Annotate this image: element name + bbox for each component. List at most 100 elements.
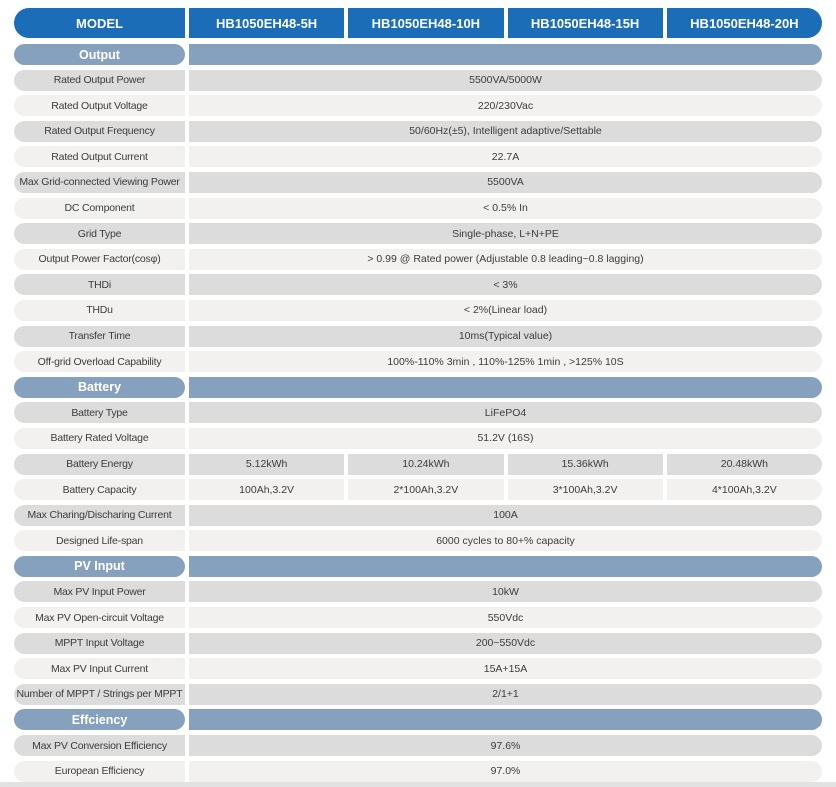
row-label: Transfer Time [14,325,185,347]
model-header-row: MODEL HB1050EH48-5H HB1050EH48-10H HB105… [14,8,822,38]
row-value: 100%-110% 3min , 110%-125% 1min , >125% … [189,351,822,373]
row-value: 97.6% [189,735,822,757]
spec-row-thdi: THDi < 3% [14,274,822,296]
row-value-cell: 5.12kWh [189,453,345,475]
row-value-cell: 100Ah,3.2V [189,479,345,501]
row-label: Battery Capacity [14,479,185,501]
row-value: < 0.5% In [189,197,822,219]
model-header-cell: MODEL [14,8,185,38]
row-label: Max PV Open-circuit Voltage [14,607,185,629]
spec-row-rated-output-voltage: Rated Output Voltage 220/230Vac [14,95,822,117]
row-label: Max PV Input Current [14,658,185,680]
row-value: 100A [189,504,822,526]
row-value: 15A+15A [189,658,822,680]
row-value: 10ms(Typical value) [189,325,822,347]
row-value: 10kW [189,581,822,603]
row-label: Grid Type [14,223,185,245]
model-column-header-1: HB1050EH48-5H [189,8,345,38]
row-value: 220/230Vac [189,95,822,117]
section-bar [189,709,822,731]
row-value-cell: 10.24kWh [348,453,504,475]
row-label: Max PV Input Power [14,581,185,603]
row-label: MPPT Input Voltage [14,632,185,654]
row-value-cell: 15.36kWh [507,453,663,475]
row-label: Battery Type [14,402,185,424]
spec-row-max-pv-open-circuit-voltage: Max PV Open-circuit Voltage 550Vdc [14,607,822,629]
row-label: Rated Output Power [14,69,185,91]
row-value: > 0.99 @ Rated power (Adjustable 0.8 lea… [189,248,822,270]
row-label: Off-grid Overload Capability [14,351,185,373]
row-value-cell: 3*100Ah,3.2V [507,479,663,501]
row-label: Battery Energy [14,453,185,475]
row-value: < 2%(Linear load) [189,299,822,321]
spec-row-battery-rated-voltage: Battery Rated Voltage 51.2V (16S) [14,427,822,449]
row-value-cell: 4*100Ah,3.2V [666,479,822,501]
row-value: 5500VA/5000W [189,69,822,91]
spec-row-battery-type: Battery Type LiFePO4 [14,402,822,424]
row-value: 22.7A [189,146,822,168]
row-label: Rated Output Current [14,146,185,168]
model-column-header-2: HB1050EH48-10H [348,8,504,38]
row-label: Max Charing/Discharing Current [14,504,185,526]
spec-row-number-of-mppt-strings-per-mppt: Number of MPPT / Strings per MPPT 2/1+1 [14,683,822,705]
spec-row-max-pv-input-power: Max PV Input Power 10kW [14,581,822,603]
spec-row-max-pv-input-current: Max PV Input Current 15A+15A [14,658,822,680]
section-title: Battery [14,376,185,398]
section-title: Effciency [14,709,185,731]
section-bar [189,44,822,65]
row-label: Rated Output Frequency [14,120,185,142]
row-value: 51.2V (16S) [189,427,822,449]
row-label: European Efficiency [14,760,185,782]
spec-row-mppt-input-voltage: MPPT Input Voltage 200~550Vdc [14,632,822,654]
row-value: < 3% [189,274,822,296]
row-value: 97.0% [189,760,822,782]
row-value: 550Vdc [189,607,822,629]
spec-row-max-pv-conversion-efficiency: Max PV Conversion Efficiency 97.6% [14,735,822,757]
row-value: 200~550Vdc [189,632,822,654]
spec-row-european-efficiency: European Efficiency 97.0% [14,760,822,782]
row-label: THDu [14,299,185,321]
spec-row-max-charing-discharing-current: Max Charing/Discharing Current 100A [14,504,822,526]
spec-rows: Output Rated Output Power 5500VA/5000W Rate… [14,44,822,782]
row-label: Output Power Factor(cosφ) [14,248,185,270]
spec-row-output-power-factor-cos: Output Power Factor(cosφ) > 0.99 @ Rated … [14,248,822,270]
spec-row-rated-output-frequency: Rated Output Frequency 50/60Hz(±5), Intel… [14,120,822,142]
row-value: 5500VA [189,171,822,193]
row-label: DC Component [14,197,185,219]
row-label: Battery Rated Voltage [14,427,185,449]
row-value-cell: 20.48kWh [666,453,822,475]
row-label: Rated Output Voltage [14,95,185,117]
row-label: Designed Life-span [14,530,185,552]
spec-row-grid-type: Grid Type Single-phase, L+N+PE [14,223,822,245]
spec-row-max-grid-connected-viewing-power: Max Grid-connected Viewing Power 5500VA [14,171,822,193]
section-title: Output [14,44,185,65]
section-header-battery: Battery [14,376,822,398]
row-label: Number of MPPT / Strings per MPPT [14,683,185,705]
row-label: Max Grid-connected Viewing Power [14,171,185,193]
spec-row-designed-life-span: Designed Life-span 6000 cycles to 80+% ca… [14,530,822,552]
spec-row-rated-output-current: Rated Output Current 22.7A [14,146,822,168]
section-header-pv-input: PV Input [14,555,822,577]
row-value: 50/60Hz(±5), Intelligent adaptive/Settab… [189,120,822,142]
footer-strip [0,782,836,787]
spec-row-transfer-time: Transfer Time 10ms(Typical value) [14,325,822,347]
row-value: LiFePO4 [189,402,822,424]
row-value: 2/1+1 [189,683,822,705]
row-value: 6000 cycles to 80+% capacity [189,530,822,552]
spec-row-off-grid-overload-capability: Off-grid Overload Capability 100%-110% 3m… [14,351,822,373]
spec-row-rated-output-power: Rated Output Power 5500VA/5000W [14,69,822,91]
spec-row-thdu: THDu < 2%(Linear load) [14,299,822,321]
model-column-header-3: HB1050EH48-15H [507,8,663,38]
section-bar [189,376,822,398]
spec-row-battery-capacity: Battery Capacity 100Ah,3.2V 2*100Ah,3.2V 3*… [14,479,822,501]
row-value: Single-phase, L+N+PE [189,223,822,245]
section-title: PV Input [14,555,185,577]
row-value-cell: 2*100Ah,3.2V [348,479,504,501]
model-column-header-4: HB1050EH48-20H [666,8,822,38]
row-label: THDi [14,274,185,296]
spec-row-battery-energy: Battery Energy 5.12kWh 10.24kWh 15.36kWh 20.… [14,453,822,475]
section-bar [189,555,822,577]
spec-row-dc-component: DC Component < 0.5% In [14,197,822,219]
row-label: Max PV Conversion Efficiency [14,735,185,757]
